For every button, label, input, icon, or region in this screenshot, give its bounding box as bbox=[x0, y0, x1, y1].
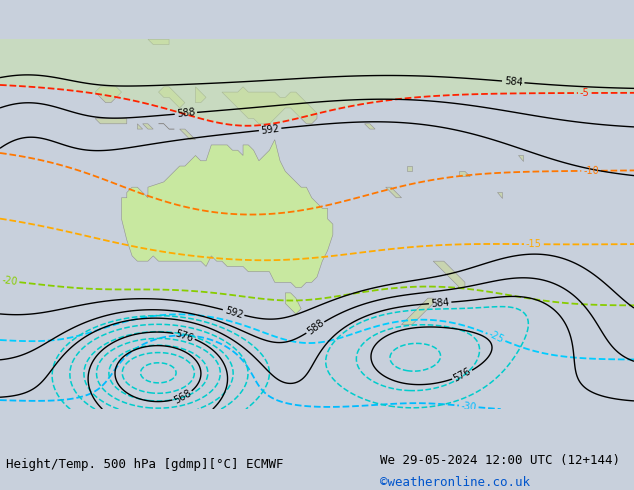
Polygon shape bbox=[460, 172, 470, 176]
Polygon shape bbox=[158, 124, 174, 129]
Text: -5: -5 bbox=[580, 88, 590, 98]
Polygon shape bbox=[143, 124, 153, 129]
Text: -15: -15 bbox=[526, 239, 542, 249]
Text: -20: -20 bbox=[1, 275, 18, 287]
Text: 584: 584 bbox=[503, 76, 523, 88]
Polygon shape bbox=[179, 129, 195, 140]
Text: -25: -25 bbox=[487, 329, 506, 345]
Polygon shape bbox=[365, 124, 375, 129]
Polygon shape bbox=[433, 261, 465, 288]
Polygon shape bbox=[401, 298, 433, 324]
Text: 576: 576 bbox=[174, 328, 195, 343]
Polygon shape bbox=[138, 124, 143, 129]
Text: -10: -10 bbox=[583, 166, 599, 176]
Text: 592: 592 bbox=[260, 123, 280, 136]
Text: -30: -30 bbox=[460, 401, 477, 412]
Polygon shape bbox=[496, 193, 502, 198]
Text: Height/Temp. 500 hPa [gdmp][°C] ECMWF: Height/Temp. 500 hPa [gdmp][°C] ECMWF bbox=[6, 458, 284, 471]
Text: We 29-05-2024 12:00 UTC (12+144): We 29-05-2024 12:00 UTC (12+144) bbox=[380, 454, 621, 466]
Polygon shape bbox=[158, 87, 185, 108]
Text: 588: 588 bbox=[305, 318, 326, 337]
Text: 568: 568 bbox=[172, 388, 193, 405]
Polygon shape bbox=[95, 87, 122, 103]
Polygon shape bbox=[148, 39, 169, 45]
Text: 588: 588 bbox=[176, 107, 196, 119]
Text: ©weatheronline.co.uk: ©weatheronline.co.uk bbox=[380, 476, 531, 489]
Polygon shape bbox=[518, 155, 523, 161]
Polygon shape bbox=[385, 187, 401, 198]
Text: 584: 584 bbox=[430, 297, 450, 309]
Polygon shape bbox=[222, 87, 317, 124]
Polygon shape bbox=[195, 87, 206, 103]
Polygon shape bbox=[122, 140, 333, 288]
Polygon shape bbox=[95, 119, 127, 124]
Polygon shape bbox=[407, 166, 412, 172]
Text: 592: 592 bbox=[223, 305, 244, 320]
Polygon shape bbox=[285, 293, 301, 314]
Text: 576: 576 bbox=[452, 367, 473, 384]
